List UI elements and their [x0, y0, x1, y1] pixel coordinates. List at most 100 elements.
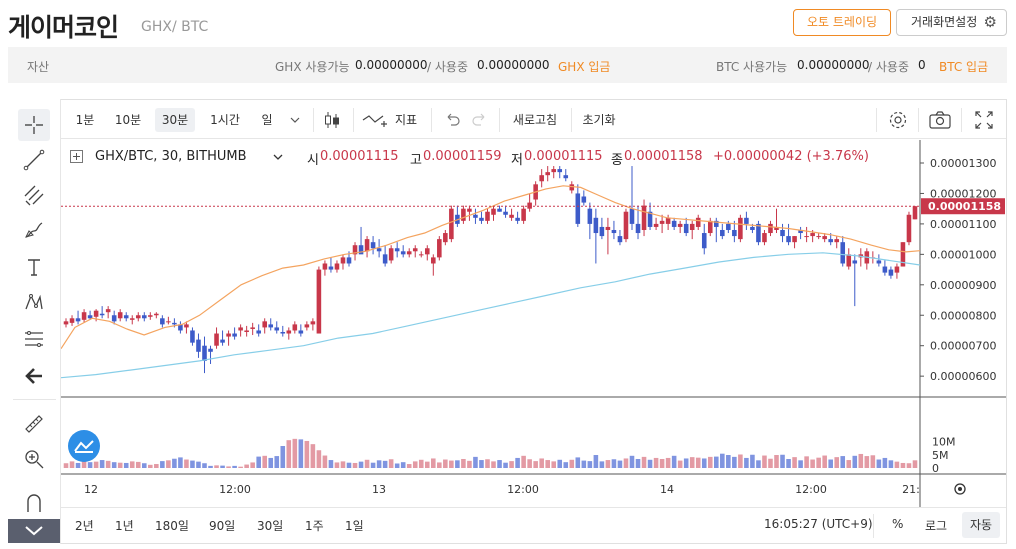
volume-bar [322, 455, 328, 468]
volume-bar [93, 461, 99, 468]
range-90d[interactable]: 90일 [209, 519, 236, 533]
auto-scale-button[interactable]: 자동 [962, 512, 1000, 538]
volume-bar [677, 460, 683, 468]
volume-bar [497, 460, 502, 468]
volume-bar [304, 440, 310, 468]
snapshot-button[interactable] [925, 108, 955, 132]
last-price-box [921, 198, 1005, 215]
fullscreen-button[interactable] [969, 108, 999, 132]
candle-body [563, 175, 569, 179]
price-chart[interactable]: 0.00001300 0.00001200 0.00001100 0.00001000… [61, 140, 1006, 507]
fib-tool[interactable] [18, 323, 50, 355]
candle-body [431, 257, 436, 264]
coin-pair: GHX/ BTC [141, 19, 209, 35]
undo-button[interactable] [441, 108, 463, 132]
time-axis-label: 12 [84, 483, 98, 496]
range-30d[interactable]: 30일 [257, 519, 284, 533]
volume-bar [485, 459, 490, 468]
measure-tool[interactable] [18, 408, 50, 440]
legend-toggle[interactable] [70, 150, 84, 168]
range-1d[interactable]: 1일 [345, 519, 364, 533]
volume-bar [370, 462, 376, 468]
candle-body [545, 172, 550, 176]
candle-body [707, 220, 713, 234]
candle-body [822, 236, 827, 240]
hide-toolbar-button[interactable] [18, 360, 50, 392]
volume-bar [539, 458, 544, 468]
volume-bar [888, 460, 894, 468]
volume-bar [744, 457, 749, 468]
gear-icon [889, 111, 907, 129]
volume-bar [340, 461, 346, 468]
candle-body [593, 217, 599, 234]
volume-bar [575, 457, 581, 468]
legend-symbol[interactable]: GHX/BTC, 30, BITHUMB [95, 149, 247, 164]
refresh-button[interactable]: 새로고침 [512, 113, 558, 127]
candle-body [527, 202, 532, 209]
reset-button[interactable]: 초기화 [582, 113, 616, 127]
auto-trading-button[interactable]: 오토 트레이딩 [793, 9, 891, 36]
candle-body [846, 254, 852, 267]
candle-body [105, 309, 111, 313]
symbol-dropdown[interactable] [273, 149, 283, 167]
volume-bar [557, 459, 563, 468]
trend-line-tool[interactable] [18, 144, 50, 176]
toolbar-separator [961, 108, 962, 132]
volume-bar [491, 461, 496, 468]
candle-body [214, 333, 219, 346]
interval-1m[interactable]: 1분 [75, 113, 95, 127]
btc-deposit-link[interactable]: BTC 입금 [939, 60, 989, 74]
magnet-tool[interactable] [18, 487, 50, 519]
candle-body [129, 318, 135, 320]
percent-scale-button[interactable]: % [892, 517, 904, 531]
brush-tool[interactable] [18, 214, 50, 246]
chart-type-button[interactable] [319, 108, 345, 132]
price-axis[interactable]: 0.00001300 0.00001200 0.00001100 0.00001000… [920, 157, 1005, 495]
screen-settings-button[interactable]: 거래화면설정 ⚙ [896, 9, 1007, 36]
crosshair-tool[interactable] [18, 109, 50, 141]
volume-bar [828, 459, 833, 468]
chevron-down-icon [290, 117, 300, 123]
candle-body [154, 313, 159, 316]
text-tool[interactable] [18, 251, 50, 283]
volume-bars [63, 438, 918, 468]
volume-bar [732, 456, 737, 468]
interval-10m[interactable]: 10분 [114, 113, 142, 127]
indicators-button[interactable]: 지표 [361, 108, 423, 132]
pitchfork-tool[interactable] [18, 179, 50, 211]
price-tick-label: 0.00000900 [930, 279, 996, 292]
candle-body [220, 339, 225, 343]
volume-bar [870, 455, 876, 468]
volume-bar [461, 458, 466, 468]
volume-bar [756, 460, 761, 468]
pattern-tool[interactable] [18, 286, 50, 318]
time-axis[interactable]: 12 12:00 13 12:00 14 12:00 21: [84, 483, 920, 496]
candle-body [178, 324, 183, 331]
interval-1h[interactable]: 1시간 [210, 113, 240, 127]
volume-bar [286, 440, 292, 468]
volume-bar [882, 457, 888, 468]
range-1y[interactable]: 1년 [115, 519, 134, 533]
collapse-toolbar-button[interactable] [8, 519, 60, 543]
candle-body [611, 229, 617, 234]
chart-settings-button[interactable] [884, 108, 912, 132]
ghx-deposit-link[interactable]: GHX 입금 [558, 60, 611, 74]
volume-bar [141, 463, 147, 468]
candle-body [485, 211, 490, 221]
interval-dropdown[interactable] [285, 108, 305, 132]
interval-30m[interactable]: 30분 [155, 108, 195, 132]
redo-icon [472, 113, 485, 126]
clock-time[interactable]: 16:05:27 (UTC+9) [764, 517, 873, 531]
candle-body [587, 208, 593, 224]
zoom-tool[interactable] [18, 443, 50, 475]
log-scale-button[interactable]: 로그 [925, 519, 948, 533]
redo-button[interactable] [469, 108, 491, 132]
interval-day[interactable]: 일 [261, 113, 273, 127]
tradingview-logo[interactable] [68, 430, 100, 462]
range-2y[interactable]: 2년 [75, 519, 94, 533]
volume-bar [665, 457, 671, 468]
range-1w[interactable]: 1주 [305, 519, 324, 533]
candle-body [117, 312, 123, 319]
range-180d[interactable]: 180일 [155, 519, 189, 533]
cloud-logo-icon [74, 440, 94, 453]
